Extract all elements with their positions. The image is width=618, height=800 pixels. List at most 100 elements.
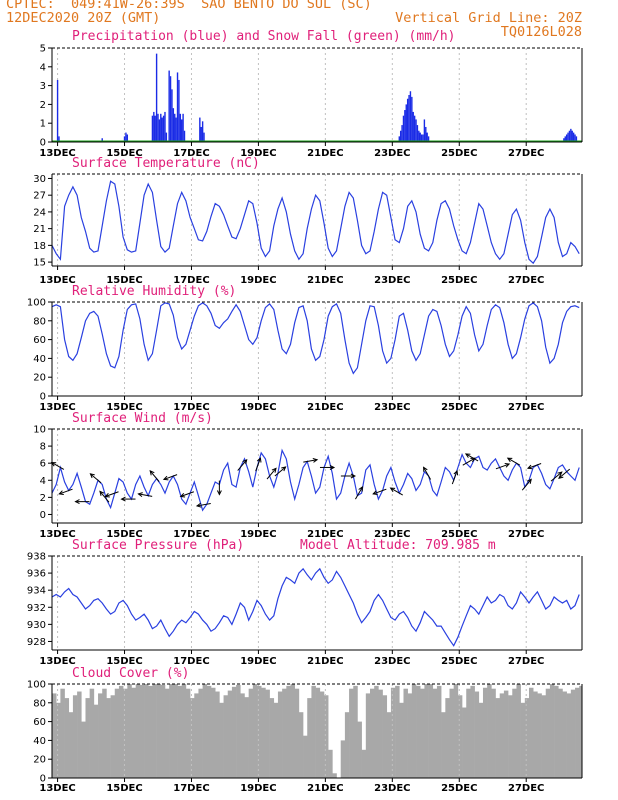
wind-arrow-head (526, 464, 533, 470)
panel-title-press: Surface Pressure (hPa) (72, 538, 244, 553)
x-tick-label: 23DEC (374, 783, 410, 794)
precip-bar (425, 126, 427, 142)
cloud-bar (198, 688, 203, 778)
y-tick-label: 15 (33, 258, 46, 269)
wind-arrow-shaft (149, 470, 160, 482)
wind-arrow-shaft (51, 462, 65, 470)
cloud-bar (436, 685, 442, 778)
wind-arrow (162, 474, 178, 481)
precip-bar (174, 113, 176, 142)
precip-bar (419, 132, 421, 142)
wind-arrow (558, 468, 571, 479)
header-model-id: TQ0126L028 (500, 24, 582, 40)
precip-bar (125, 132, 127, 142)
wind-arrow-shaft (495, 463, 510, 470)
precip-bar (405, 104, 407, 142)
wind-arrow (255, 457, 262, 472)
cloud-bar (307, 698, 312, 778)
precip-bar (404, 110, 406, 142)
panel-title-rh: Relative Humidity (%) (72, 284, 236, 299)
x-tick-label: 21DEC (307, 402, 343, 413)
precip-bar (58, 136, 60, 142)
cloud-bar (453, 684, 459, 778)
wind-arrow-shaft (390, 487, 404, 496)
cloud-bar (144, 684, 149, 778)
precip-bar (571, 130, 573, 142)
x-tick-label: 21DEC (307, 275, 343, 286)
wind-arrow-head (216, 490, 222, 496)
cloud-bar (257, 685, 262, 778)
precip-bar (568, 130, 571, 142)
x-tick-label: 21DEC (307, 783, 343, 794)
x-tick-label: 23DEC (374, 529, 410, 540)
y-tick-label: 20 (33, 373, 46, 384)
y-tick-label: 27 (33, 191, 46, 202)
cloud-bar (562, 691, 567, 778)
y-tick-label: 5 (40, 44, 46, 55)
cloud-bar (135, 684, 141, 778)
precip-bar (398, 136, 400, 142)
y-tick-label: 0 (40, 510, 46, 521)
x-tick-label: 15DEC (106, 402, 142, 413)
plot-area (52, 556, 582, 650)
precip-bar (172, 108, 175, 142)
cloud-bar (332, 773, 337, 778)
precip-bar (565, 134, 568, 142)
precip-bar (406, 98, 409, 142)
precip-bar (567, 132, 569, 142)
precip-bar (575, 136, 578, 142)
wind-arrow-head (506, 457, 513, 463)
precip-bar (56, 79, 59, 142)
panel-press (48, 555, 583, 654)
cloud-bar (236, 684, 241, 778)
cloud-bar (495, 698, 501, 778)
wind-arrow (237, 458, 248, 471)
wind-arrow-head (104, 492, 110, 498)
cloud-bar (579, 685, 583, 778)
y-tick-label: 8 (40, 442, 46, 453)
wind-arrow-shaft (303, 459, 318, 463)
y-tick-label: 4 (40, 476, 46, 487)
wind-arrow-head (271, 467, 277, 473)
wind-arrow (120, 496, 136, 502)
cloud-bar (194, 693, 199, 778)
cloud-bar (575, 687, 580, 778)
precip-bar (181, 119, 183, 142)
cloud-bar (357, 721, 362, 778)
x-tick-label: 19DEC (240, 148, 276, 159)
panel-title-temp: Surface Temperature (nC) (72, 156, 260, 171)
cloud-bar (370, 688, 375, 778)
wind-arrow (274, 466, 287, 477)
cloud-bar (399, 702, 404, 778)
cloud-bar (290, 684, 295, 778)
wind-arrow-shaft (558, 468, 571, 479)
panel-wind (48, 428, 583, 527)
wind-arrow-head (179, 492, 186, 498)
cloud-bar (445, 698, 450, 778)
header-grid-line: Vertical Grid Line: 20Z (395, 10, 582, 26)
wind-arrow-head (58, 490, 64, 495)
y-tick-label: 80 (33, 698, 46, 709)
header-location: CPTEC: 049:41W-26:39S SAO BENTO DO SUL (… (6, 0, 372, 12)
x-tick-label: 21DEC (307, 529, 343, 540)
cloud-bar (390, 687, 396, 778)
cloud-bar (139, 684, 145, 778)
cloud-bar (462, 707, 467, 778)
cloud-bar (269, 698, 275, 778)
cloud-bar (102, 688, 107, 778)
cloud-bar (164, 688, 170, 778)
precip-bar (178, 79, 180, 142)
precip-bar (411, 96, 413, 142)
cloud-bar (570, 689, 576, 778)
cloud-bar (169, 684, 174, 778)
wind-arrow-shaft (266, 468, 277, 480)
cloud-bar (118, 685, 124, 778)
precip-bar (182, 113, 184, 142)
wind-arrow-shaft (163, 474, 178, 480)
x-tick-label: 21DEC (307, 656, 343, 667)
precip-bar (422, 134, 424, 142)
cloud-bar (503, 690, 509, 778)
cloud-bar (420, 688, 425, 778)
wind-arrow (89, 473, 102, 484)
cloud-bar (64, 698, 70, 778)
